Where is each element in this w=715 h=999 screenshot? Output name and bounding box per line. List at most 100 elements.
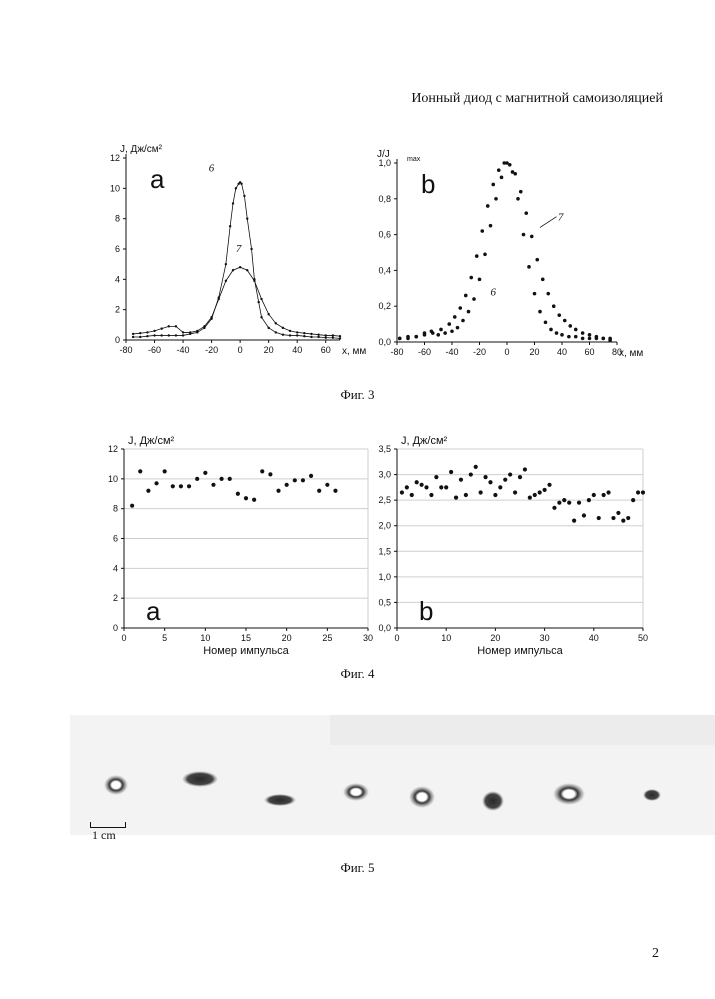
fig4a-y-tick-label: 2 bbox=[113, 593, 118, 603]
fig3b-y-tick-label: 0,8 bbox=[378, 194, 391, 204]
fig3a-series-7-point bbox=[253, 279, 256, 283]
fig3a-series-6-point bbox=[243, 194, 246, 198]
fig4b-point bbox=[458, 477, 464, 482]
fig4a-y-tick-label: 6 bbox=[113, 534, 118, 544]
fig4b-y-tick-label: 2,0 bbox=[378, 521, 391, 531]
fig4b-point bbox=[547, 482, 552, 487]
fig4a-point bbox=[203, 470, 208, 475]
fig4b-y-tick-label: 1,0 bbox=[378, 572, 391, 582]
fig3a-series-7-point bbox=[331, 334, 335, 337]
fig3a-series-label: 7 bbox=[236, 243, 242, 255]
fig3b-series-6-point bbox=[580, 336, 585, 341]
fig3a-series-6-point bbox=[167, 334, 170, 337]
fig3b-y-label-sub: max bbox=[407, 156, 421, 163]
fig3b-series-7-point bbox=[458, 306, 463, 310]
fig4b-x-tick-label: 30 bbox=[540, 633, 550, 643]
fig4b-y-tick-label: 0,5 bbox=[378, 597, 391, 607]
fig3b-series-6-point bbox=[587, 336, 592, 341]
fig3a-x-tick-label: -80 bbox=[119, 345, 132, 355]
fig3a-series-7-point bbox=[189, 331, 192, 334]
fig3b-series-7-point bbox=[580, 331, 585, 335]
fig3a-x-tick-label: -60 bbox=[148, 345, 161, 355]
fig4a-point bbox=[162, 469, 167, 474]
fig3a-series-6-point bbox=[317, 335, 320, 339]
fig4b-point bbox=[493, 492, 498, 498]
fig4b-point bbox=[503, 477, 508, 482]
fig3a-x-tick-label: 60 bbox=[321, 345, 331, 355]
fig3a-series-7-point bbox=[231, 269, 235, 272]
fig4b-point bbox=[611, 515, 616, 521]
fig3a-series-6-point bbox=[196, 331, 199, 334]
fig3a-series-6-point bbox=[210, 317, 213, 320]
fig3a-series-6-point bbox=[331, 336, 335, 339]
fig4b-point bbox=[557, 500, 562, 505]
fig3b-series-7-point bbox=[507, 162, 512, 167]
fig3b-series-6-point bbox=[422, 331, 427, 335]
fig4a-point bbox=[235, 491, 240, 496]
fig3a-x-tick-label: 0 bbox=[238, 345, 243, 355]
fig3b-x-tick-label: -40 bbox=[445, 347, 458, 357]
fig4b-point bbox=[562, 498, 567, 503]
fig4b-point bbox=[635, 490, 641, 495]
fig4b-point bbox=[409, 492, 414, 498]
fig3a-series-7-point bbox=[210, 316, 213, 319]
fig3b-x-tick-label: 0 bbox=[504, 347, 509, 357]
fig3b-x-label: x, мм bbox=[619, 348, 643, 359]
fig4b-point bbox=[444, 485, 449, 490]
fig3a-series-7-point bbox=[267, 313, 270, 316]
fig3a-series-6-point bbox=[250, 247, 253, 251]
fig3b-series-6-point bbox=[573, 334, 578, 339]
fig3b-series-6-point bbox=[505, 161, 509, 165]
fig3b-series-7-point bbox=[430, 331, 435, 335]
fig3b-series-6-point bbox=[521, 232, 526, 237]
fig3b-x-tick-label: 40 bbox=[557, 347, 567, 357]
fig3a-x-tick-label: 20 bbox=[264, 345, 274, 355]
fig3b-series-7-point bbox=[518, 189, 523, 194]
fig4b-point bbox=[527, 495, 532, 500]
fig3b-series-6-point bbox=[510, 170, 515, 174]
fig3b-series-6-point bbox=[594, 336, 599, 341]
scale-bar: 1 cm bbox=[90, 822, 126, 843]
fig3b-series-7-point bbox=[480, 229, 485, 233]
fig4b-point bbox=[532, 492, 537, 498]
fig3b-series-label: 6 bbox=[491, 286, 497, 298]
fig4a-x-label: Номер импульса bbox=[203, 645, 289, 657]
fig4b-point bbox=[606, 490, 611, 495]
fig3a-series-6-point bbox=[189, 332, 192, 336]
fig3a-series-7-point bbox=[167, 325, 170, 328]
fig3a-series-6-point bbox=[281, 333, 285, 336]
fig3b-series-label: 7 bbox=[558, 211, 564, 223]
fig3a-series-6-point bbox=[234, 187, 238, 190]
fig4a-point bbox=[186, 484, 192, 489]
fig4b-y-tick-label: 3,0 bbox=[378, 470, 391, 480]
fig4a-x-tick-label: 20 bbox=[282, 633, 292, 643]
fig4a-point bbox=[292, 478, 297, 483]
fig3a-series-7-point bbox=[338, 335, 342, 338]
fig4a-x-tick-label: 15 bbox=[241, 633, 251, 643]
fig3b-series-7-point bbox=[587, 333, 592, 337]
fig3b-series-6-point bbox=[429, 329, 434, 334]
fig4a-point bbox=[170, 484, 175, 489]
fig3a-series-7-point bbox=[310, 332, 313, 336]
fig3a-series-label: 6 bbox=[209, 163, 215, 175]
fig4a-point bbox=[227, 476, 232, 481]
fig4a-point bbox=[195, 476, 200, 481]
fig3b-series-6-point bbox=[466, 309, 471, 314]
fig4b-x-tick-label: 50 bbox=[638, 633, 648, 643]
fig3a-series-7-point bbox=[139, 331, 142, 335]
fig3a-series-6-line bbox=[133, 181, 341, 339]
fig3b-series-7-point bbox=[557, 313, 562, 317]
fig3b-series-7-point bbox=[463, 293, 468, 298]
fig3a-series-7-point bbox=[131, 332, 135, 336]
fig3b-x-tick-label: 60 bbox=[584, 347, 594, 357]
fig3b-series-7-point bbox=[608, 336, 612, 341]
fig3-caption: Фиг. 3 bbox=[340, 387, 375, 402]
fig3b-series-7-point bbox=[529, 234, 534, 239]
fig3a-series-6-point bbox=[174, 334, 178, 337]
fig3a-series-7-point bbox=[146, 331, 149, 334]
fig3b-series-7-point bbox=[469, 275, 474, 280]
fig3a-series-7-line bbox=[133, 266, 341, 337]
fig3a-series-6-point bbox=[131, 335, 135, 339]
fig4a-point bbox=[276, 488, 281, 493]
